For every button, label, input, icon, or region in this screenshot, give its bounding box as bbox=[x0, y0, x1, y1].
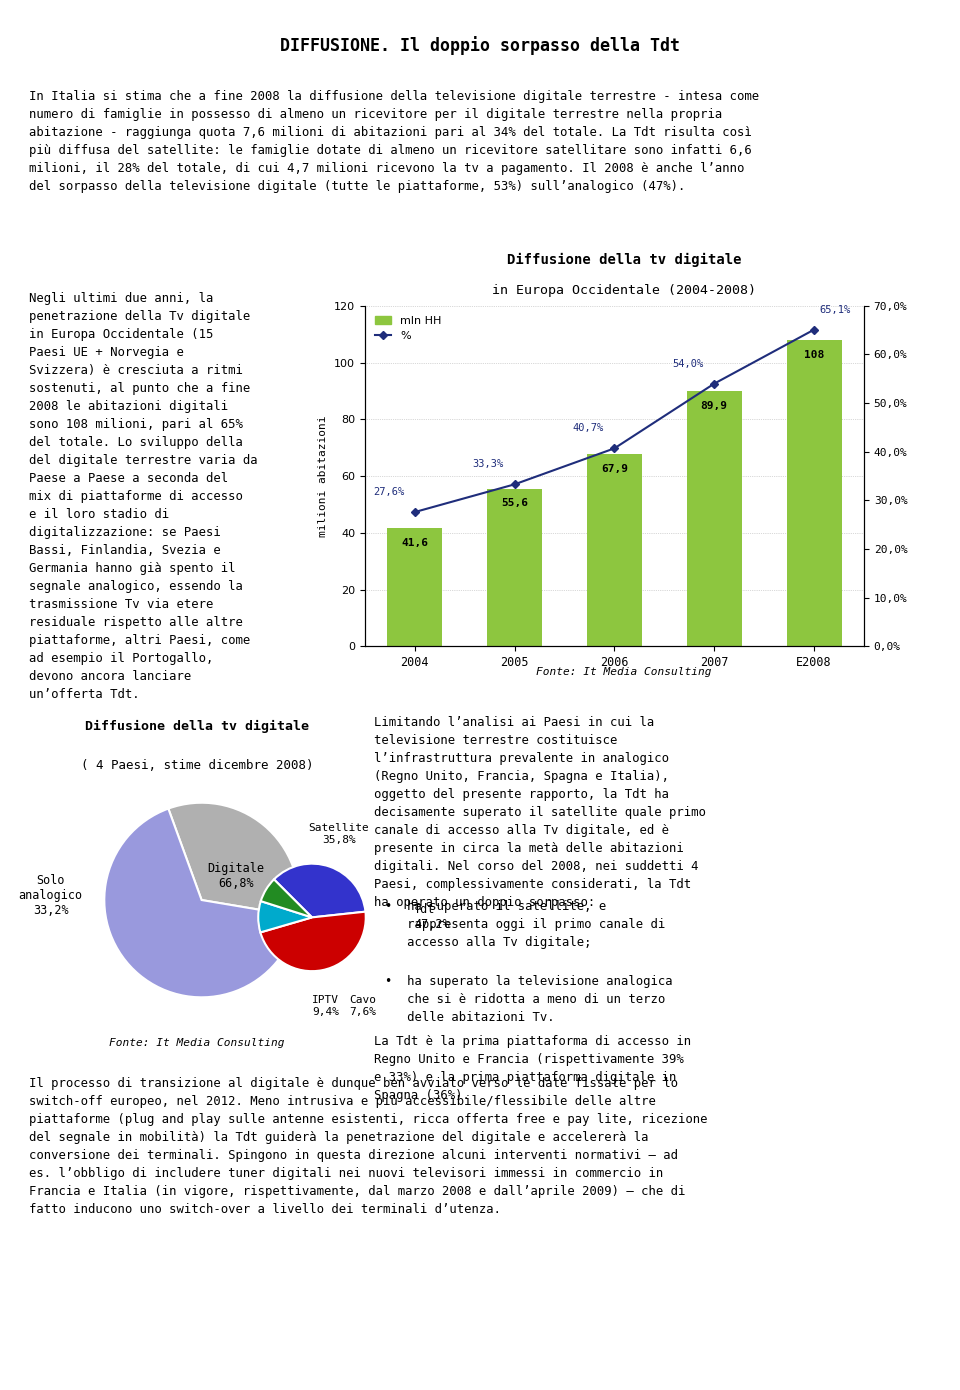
Text: 54,0%: 54,0% bbox=[672, 359, 704, 368]
Text: IPTV
9,4%: IPTV 9,4% bbox=[312, 995, 339, 1017]
Bar bbox=[487, 488, 542, 646]
Text: In Italia si stima che a fine 2008 la diffusione della televisione digitale terr: In Italia si stima che a fine 2008 la di… bbox=[29, 90, 759, 193]
Text: ( 4 Paesi, stime dicembre 2008): ( 4 Paesi, stime dicembre 2008) bbox=[81, 759, 313, 773]
Wedge shape bbox=[105, 809, 298, 997]
Text: 40,7%: 40,7% bbox=[572, 424, 604, 434]
Text: Limitando l’analisi ai Paesi in cui la
televisione terrestre costituisce
l’infra: Limitando l’analisi ai Paesi in cui la t… bbox=[374, 716, 707, 909]
Text: Diffusione della tv digitale: Diffusione della tv digitale bbox=[507, 253, 741, 267]
Y-axis label: milioni abitazioni: milioni abitazioni bbox=[319, 416, 328, 537]
Text: Satellite
35,8%: Satellite 35,8% bbox=[308, 823, 370, 845]
Text: 55,6: 55,6 bbox=[501, 499, 528, 509]
Text: 41,6: 41,6 bbox=[401, 538, 428, 548]
Text: Tdt
47,2%: Tdt 47,2% bbox=[414, 904, 450, 931]
Text: •  ha superato la televisione analogica
   che si è ridotta a meno di un terzo
 : • ha superato la televisione analogica c… bbox=[385, 974, 673, 1023]
Wedge shape bbox=[168, 803, 299, 916]
Bar bbox=[587, 453, 642, 646]
Bar bbox=[686, 391, 742, 646]
Wedge shape bbox=[260, 912, 366, 972]
Text: DIFFUSIONE. Il doppio sorpasso della Tdt: DIFFUSIONE. Il doppio sorpasso della Tdt bbox=[280, 36, 680, 54]
Text: Il processo di transizione al digitale è dunque ben avviato verso le date fissat: Il processo di transizione al digitale è… bbox=[29, 1077, 708, 1216]
Text: Solo
analogico
33,2%: Solo analogico 33,2% bbox=[19, 874, 83, 916]
Text: Digitale
66,8%: Digitale 66,8% bbox=[207, 862, 264, 890]
Wedge shape bbox=[258, 901, 312, 933]
Text: in Europa Occidentale (2004-2008): in Europa Occidentale (2004-2008) bbox=[492, 284, 756, 296]
Text: La Tdt è la prima piattaforma di accesso in
Regno Unito e Francia (rispettivamen: La Tdt è la prima piattaforma di accesso… bbox=[374, 1034, 691, 1102]
Text: 33,3%: 33,3% bbox=[472, 459, 504, 470]
Bar bbox=[387, 528, 443, 646]
Text: •  ha superato il satellite, e
   rappresenta oggi il primo canale di
   accesso: • ha superato il satellite, e rappresent… bbox=[385, 901, 665, 949]
Text: 89,9: 89,9 bbox=[701, 402, 728, 411]
Wedge shape bbox=[261, 880, 312, 917]
Text: 67,9: 67,9 bbox=[601, 464, 628, 474]
Bar bbox=[786, 341, 842, 646]
Text: Fonte: It Media Consulting: Fonte: It Media Consulting bbox=[537, 667, 711, 677]
Text: Diffusione della tv digitale: Diffusione della tv digitale bbox=[84, 720, 309, 733]
Legend: mln HH, %: mln HH, % bbox=[371, 311, 446, 346]
Wedge shape bbox=[274, 863, 366, 917]
Text: 27,6%: 27,6% bbox=[372, 486, 404, 498]
Text: Negli ultimi due anni, la
penetrazione della Tv digitale
in Europa Occidentale (: Negli ultimi due anni, la penetrazione d… bbox=[29, 292, 257, 701]
Text: Fonte: It Media Consulting: Fonte: It Media Consulting bbox=[109, 1037, 284, 1048]
Text: Cavo
7,6%: Cavo 7,6% bbox=[349, 995, 376, 1017]
Text: 65,1%: 65,1% bbox=[819, 304, 851, 314]
Text: 108: 108 bbox=[804, 350, 825, 360]
